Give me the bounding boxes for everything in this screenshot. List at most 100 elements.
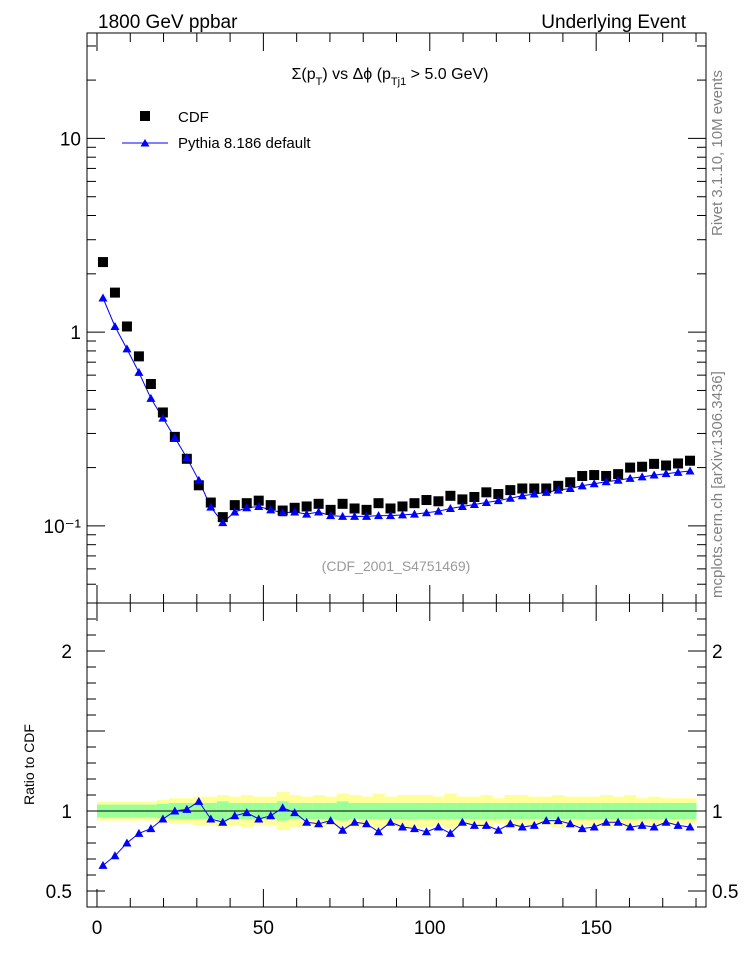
ratio-point	[637, 820, 647, 829]
ratio-point	[122, 838, 132, 847]
axes	[86, 32, 707, 908]
pythia-point	[110, 321, 120, 330]
cdf-point	[253, 495, 264, 506]
tick-labels: 0 50 100 150 10⁻¹ 1 10 0.5 0.5 1 1 2 2	[44, 129, 739, 939]
cdf-point	[121, 321, 132, 332]
pythia-point	[649, 470, 659, 479]
ratio-point	[505, 819, 515, 828]
ratio-point	[338, 825, 348, 834]
cdf-point	[373, 498, 384, 509]
pythia-point	[517, 491, 527, 500]
pythia-point	[433, 506, 443, 515]
cdf-point	[397, 501, 408, 512]
y-tick-label-ratio-left: 0.5	[46, 882, 72, 903]
pythia-point	[553, 485, 563, 494]
pythia-point	[278, 508, 288, 517]
cdf-point	[325, 504, 336, 515]
ratio-point	[625, 822, 635, 831]
ratio-point	[541, 816, 551, 825]
x-tick-label: 0	[92, 918, 103, 939]
ratio-point	[421, 827, 431, 836]
pythia-point	[362, 511, 372, 520]
pythia-point	[637, 472, 647, 481]
ratio-y-label: Ratio to CDF	[21, 724, 37, 805]
ratio-point	[481, 820, 491, 829]
ratio-point	[146, 824, 156, 833]
cdf-point	[409, 498, 420, 509]
cdf-point	[145, 379, 156, 390]
cdf-point	[505, 485, 516, 496]
y-tick-label-main: 1	[70, 323, 81, 344]
ratio-point	[517, 822, 527, 831]
ratio-point	[577, 824, 587, 833]
pythia-point	[469, 499, 479, 508]
ratio-point	[457, 817, 467, 826]
pythia-point	[613, 475, 623, 484]
ratio-point	[685, 822, 695, 831]
cdf-point	[157, 407, 168, 418]
ratio-point	[134, 828, 144, 837]
pythia-point	[577, 481, 587, 490]
pythia-point	[98, 293, 108, 302]
cdf-point	[469, 491, 480, 502]
cdf-point	[457, 494, 468, 505]
pythia-point	[397, 510, 407, 519]
ratio-point	[469, 820, 479, 829]
cdf-point	[133, 351, 144, 362]
pythia-point	[326, 511, 336, 520]
pythia-point	[445, 503, 455, 512]
cdf-point	[349, 503, 360, 514]
title-part-3: > 5.0 GeV)	[406, 66, 488, 83]
cdf-point	[565, 477, 576, 488]
pythia-point	[386, 511, 396, 520]
y-tick-label-ratio-left: 2	[61, 642, 72, 663]
cdf-point	[433, 496, 444, 507]
y-tick-label-ratio-left: 1	[61, 802, 72, 823]
cdf-point	[193, 480, 204, 491]
x-tick-label: 100	[414, 918, 446, 939]
cdf-point	[649, 458, 660, 469]
pythia-point	[218, 518, 228, 527]
pythia-point	[541, 487, 551, 496]
cdf-point	[661, 460, 672, 471]
ratio-plot-area	[87, 603, 706, 907]
title-sub-1: T	[316, 76, 323, 88]
cdf-point	[625, 462, 636, 473]
main-plot-marks	[97, 257, 696, 527]
main-panel	[87, 33, 706, 603]
ratio-panel	[87, 603, 706, 907]
ratio-point	[493, 825, 503, 834]
pythia-point	[146, 393, 156, 402]
pythia-point	[589, 479, 599, 488]
y-tick-label-ratio-right: 1	[712, 802, 723, 823]
ratio-point	[553, 816, 563, 825]
legend-cdf-marker	[140, 111, 150, 121]
pythia-point	[266, 505, 276, 514]
pythia-point	[481, 498, 491, 507]
pythia-point	[457, 501, 467, 510]
ratio-point	[278, 803, 288, 812]
main-plot-area	[87, 33, 706, 603]
cdf-point	[445, 490, 456, 501]
ratio-point	[254, 814, 264, 823]
cdf-point	[493, 489, 504, 500]
pythia-point	[206, 502, 216, 511]
cdf-point	[241, 498, 252, 509]
x-tick-label: 150	[580, 918, 612, 939]
pythia-point	[661, 469, 671, 478]
y-tick-label-ratio-right: 0.5	[712, 882, 738, 903]
ratio-point	[601, 817, 611, 826]
title-part-1: Σ(p	[292, 66, 316, 83]
title-part-2: ) vs Δϕ (p	[322, 66, 391, 83]
cdf-point	[337, 498, 348, 509]
header-right: Underlying Event	[541, 12, 686, 33]
ratio-point	[589, 822, 599, 831]
pythia-point	[565, 483, 575, 492]
ratio-point	[98, 860, 108, 869]
ratio-point	[314, 819, 324, 828]
ratio-point	[218, 817, 228, 826]
ratio-point	[661, 817, 671, 826]
pythia-point	[302, 509, 312, 518]
pythia-point	[134, 367, 144, 376]
